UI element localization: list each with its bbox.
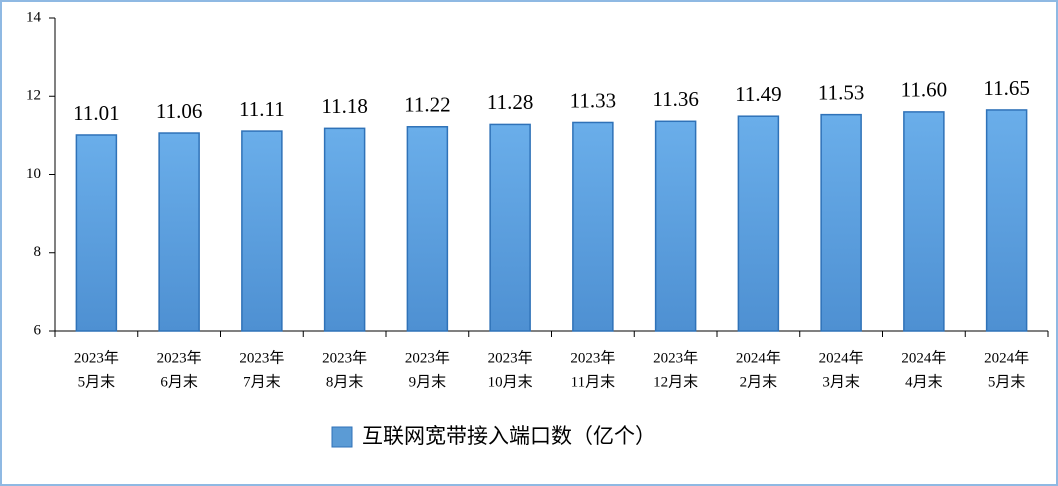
value-label: 11.22 [404, 93, 450, 117]
value-label: 11.01 [73, 101, 119, 125]
value-label: 11.11 [239, 97, 285, 121]
x-tick-label: 3月末 [822, 373, 860, 390]
bar [654, 120, 697, 332]
bar [75, 134, 118, 332]
x-tick-label: 7月末 [243, 373, 281, 390]
bar [158, 132, 200, 332]
bar [820, 113, 862, 332]
value-label: 11.65 [983, 76, 1029, 100]
legend-swatch [331, 426, 353, 448]
bar [903, 111, 945, 332]
x-tick-label: 5月末 [78, 373, 116, 390]
x-tick-label: 2023年 [322, 349, 367, 366]
y-tick-label: 8 [34, 244, 42, 260]
y-tick-label: 6 [34, 322, 42, 338]
x-tick-label: 5月末 [988, 373, 1026, 390]
bar [489, 123, 531, 332]
x-tick-label: 11月末 [571, 373, 615, 390]
x-tick-label: 12月末 [653, 373, 698, 390]
y-tick-label: 12 [26, 88, 41, 104]
x-tick-label: 9月末 [409, 373, 447, 390]
value-label: 11.53 [818, 80, 864, 104]
x-tick-label: 2024年 [984, 349, 1029, 366]
value-label: 11.33 [570, 88, 616, 112]
value-label: 11.60 [901, 78, 947, 102]
x-tick-label: 2023年 [653, 349, 698, 366]
bar [737, 115, 780, 332]
x-tick-label: 2024年 [736, 349, 781, 366]
bar [985, 109, 1028, 332]
bar [572, 121, 614, 332]
bar [406, 126, 449, 332]
value-label: 11.28 [487, 90, 533, 114]
x-tick-label: 2024年 [819, 349, 864, 366]
bar [241, 130, 283, 332]
x-tick-label: 4月末 [905, 373, 943, 390]
x-tick-label: 10月末 [488, 373, 533, 390]
x-tick-label: 2月末 [740, 373, 778, 390]
x-tick-label: 2023年 [239, 349, 284, 366]
value-label: 11.49 [735, 82, 781, 106]
x-tick-label: 8月末 [326, 373, 364, 390]
y-tick-label: 14 [26, 9, 42, 25]
value-label: 11.36 [652, 87, 698, 111]
x-tick-label: 2023年 [488, 349, 533, 366]
y-tick-label: 10 [26, 166, 41, 182]
x-tick-label: 2023年 [570, 349, 615, 366]
x-tick-label: 2023年 [405, 349, 450, 366]
x-tick-label: 2023年 [74, 349, 119, 366]
legend-label: 互联网宽带接入端口数（亿个） [362, 424, 656, 448]
bar [323, 127, 366, 332]
x-tick-label: 6月末 [160, 373, 198, 390]
x-tick-label: 2023年 [157, 349, 202, 366]
x-tick-label: 2024年 [901, 349, 946, 366]
value-label: 11.18 [321, 94, 367, 118]
value-label: 11.06 [156, 99, 202, 123]
